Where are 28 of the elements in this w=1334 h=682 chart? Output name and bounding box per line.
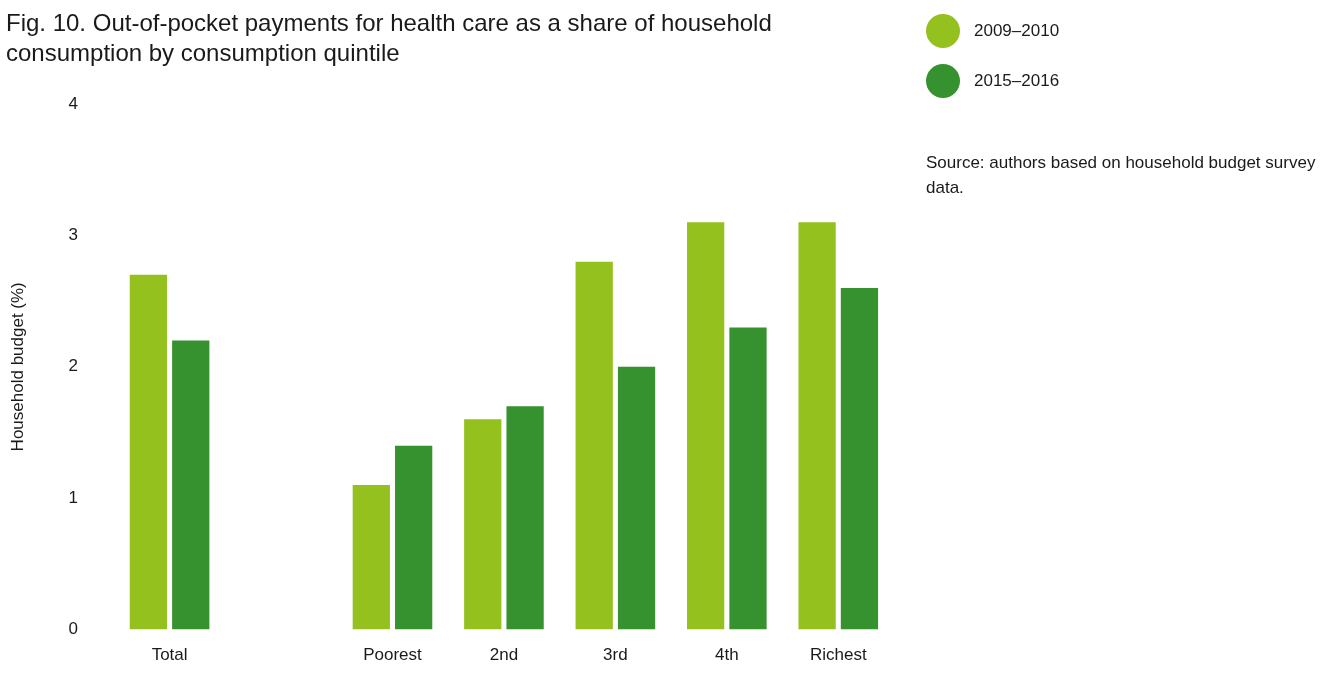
- bar: [575, 261, 613, 630]
- bar: [687, 222, 725, 630]
- source-note: Source: authors based on household budget survey data.: [926, 152, 1317, 199]
- bar: [617, 366, 656, 630]
- x-tick-label: 2nd: [489, 645, 519, 665]
- bar: [129, 274, 168, 630]
- bar: [172, 340, 210, 630]
- x-tick-label: Total: [151, 645, 188, 665]
- x-tick-label: Richest: [809, 645, 867, 665]
- legend-label: 2009–2010: [974, 21, 1060, 41]
- y-tick-label: 3: [68, 225, 78, 245]
- y-tick-label: 2: [68, 356, 78, 376]
- x-tick-label: 4th: [715, 645, 739, 665]
- y-tick-label: 1: [68, 487, 78, 507]
- x-tick-label: 3rd: [603, 645, 628, 665]
- bar: [729, 327, 767, 630]
- bar: [840, 287, 879, 630]
- y-axis-title: Household budget (%): [7, 282, 27, 452]
- bar: [464, 419, 502, 630]
- bar: [798, 222, 836, 630]
- legend-label: 2015–2016: [974, 71, 1060, 91]
- y-tick-label: 0: [68, 619, 78, 639]
- bar: [395, 445, 433, 630]
- bar: [506, 406, 544, 630]
- y-tick-label: 4: [68, 93, 78, 113]
- x-tick-label: Poorest: [363, 645, 423, 665]
- bar: [352, 485, 390, 630]
- chart-title: Fig. 10. Out-of-pocket payments for health care as a share of household consumption by consumption quintile: [6, 8, 773, 68]
